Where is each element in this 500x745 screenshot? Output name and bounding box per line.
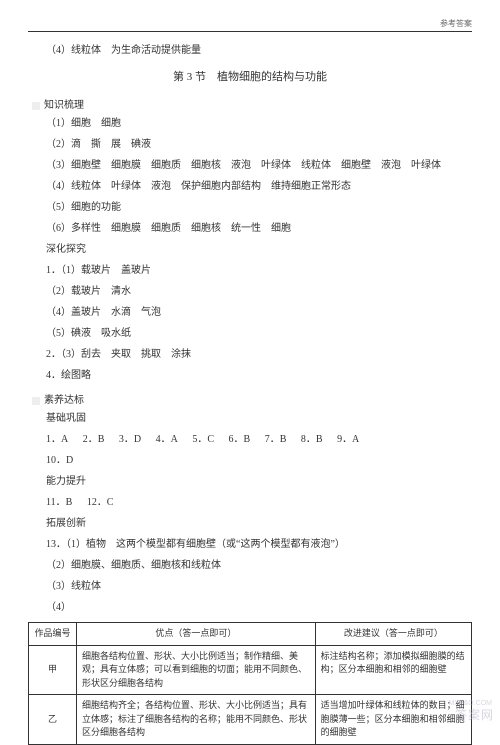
deepen-line-3: （4）盖玻片 水滴 气泡 bbox=[28, 306, 472, 320]
table-row: 乙 细胞结构齐全；各结构位置、形状、大小比例适当；具有立体感；标注了细胞各结构的… bbox=[29, 695, 472, 745]
table-header-row: 作品编号 优点（答一点即可） 改进建议（答一点即可） bbox=[29, 623, 472, 646]
ans-6: 6．B bbox=[229, 433, 251, 447]
ans-4: 4．A bbox=[156, 433, 178, 447]
deepen-line-5: 2．（3）刮去 夹取 挑取 涂抹 bbox=[28, 348, 472, 362]
row-yi-merit: 细胞结构齐全；各结构位置、形状、大小比例适当；具有立体感；标注了细胞各结构的名称… bbox=[77, 695, 316, 745]
deepen-line-1: 1．（1）载玻片 盖玻片 bbox=[28, 264, 472, 278]
basic-answers-row2: 10．D bbox=[28, 454, 472, 468]
knowledge-item-1: （1）细胞 细胞 bbox=[28, 117, 472, 131]
expand-13-4: （4） bbox=[28, 601, 472, 615]
ans-1: 1．A bbox=[46, 433, 68, 447]
ans-5: 5．C bbox=[192, 433, 214, 447]
basic-label: 基础巩固 bbox=[28, 412, 472, 426]
col-header-suggest: 改进建议（答一点即可） bbox=[315, 623, 471, 646]
deepen-line-4: （5）碘液 吸水纸 bbox=[28, 327, 472, 341]
knowledge-heading-text: 知识梳理 bbox=[44, 100, 84, 111]
ans-9: 9．A bbox=[337, 433, 359, 447]
deepen-line-6: 4．绘图略 bbox=[28, 369, 472, 383]
expand-13-2: （2）细胞膜、细胞质、细胞核和线粒体 bbox=[28, 559, 472, 573]
knowledge-heading: 知识梳理 bbox=[32, 96, 472, 111]
header-rule bbox=[28, 31, 472, 32]
col-header-merit: 优点（答一点即可） bbox=[77, 623, 316, 646]
header-label: 参考答案 bbox=[28, 18, 472, 29]
table-row: 甲 细胞各结构位置、形状、大小比例适当；制作精细、美观；具有立体感；可以看到细胞… bbox=[29, 645, 472, 695]
expand-label: 拓展创新 bbox=[28, 517, 472, 531]
col-header-id: 作品编号 bbox=[29, 623, 77, 646]
row-jia-merit: 细胞各结构位置、形状、大小比例适当；制作精细、美观；具有立体感；可以看到细胞的切… bbox=[77, 645, 316, 695]
knowledge-item-5: （5）细胞的功能 bbox=[28, 201, 472, 215]
ability-label: 能力提升 bbox=[28, 475, 472, 489]
pre-item-4: （4）线粒体 为生命活动提供能量 bbox=[28, 44, 472, 58]
knowledge-item-4: （4）线粒体 叶绿体 液泡 保护细胞内部结构 维持细胞正常形态 bbox=[28, 180, 472, 194]
ans-11: 11．B bbox=[46, 496, 72, 510]
knowledge-item-2: （2）滴 撕 展 碘液 bbox=[28, 138, 472, 152]
expand-13-3: （3）线粒体 bbox=[28, 580, 472, 594]
watermark-main: 答案网 bbox=[455, 706, 494, 723]
knowledge-item-6: （6）多样性 细胞膜 细胞质 细胞核 统一性 细胞 bbox=[28, 222, 472, 236]
ans-2: 2．B bbox=[83, 433, 105, 447]
ans-12: 12．C bbox=[87, 496, 114, 510]
ans-7: 7．B bbox=[265, 433, 287, 447]
ans-8: 8．B bbox=[301, 433, 323, 447]
comparison-table: 作品编号 优点（答一点即可） 改进建议（答一点即可） 甲 细胞各结构位置、形状、… bbox=[28, 622, 472, 745]
attain-heading: 素养达标 bbox=[32, 391, 472, 406]
basic-answers-row1: 1．A 2．B 3．D 4．A 5．C 6．B 7．B 8．B 9．A bbox=[28, 433, 472, 447]
deepen-line-2: （2）载玻片 清水 bbox=[28, 285, 472, 299]
row-label-jia: 甲 bbox=[29, 645, 77, 695]
expand-13-1: 13．（1）植物 这两个模型都有细胞壁（或“这两个模型都有液泡”） bbox=[28, 538, 472, 552]
ability-answers: 11．B 12．C bbox=[28, 496, 472, 510]
row-jia-suggest: 标注结构名称；添加模拟细胞膜的结构；区分本细胞和相邻的细胞壁 bbox=[315, 645, 471, 695]
attain-heading-text: 素养达标 bbox=[44, 395, 84, 406]
ans-3: 3．D bbox=[119, 433, 141, 447]
knowledge-item-3: （3）细胞壁 细胞膜 细胞质 细胞核 液泡 叶绿体 线粒体 细胞壁 液泡 叶绿体 bbox=[28, 159, 472, 173]
section-title: 第 3 节 植物细胞的结构与功能 bbox=[28, 68, 472, 84]
deepen-heading: 深化探究 bbox=[28, 243, 472, 257]
row-label-yi: 乙 bbox=[29, 695, 77, 745]
